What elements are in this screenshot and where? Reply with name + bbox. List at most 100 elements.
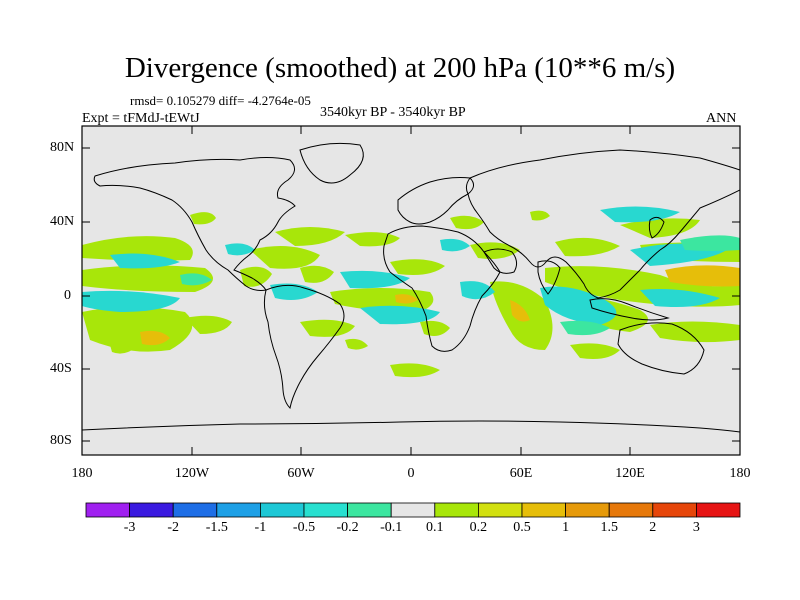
field-patch (555, 237, 620, 257)
field-patch (300, 265, 334, 283)
coastline-europe (397, 177, 474, 225)
field-patch (240, 266, 272, 287)
lon-label-60w: 60W (287, 466, 315, 481)
field-patch (640, 289, 720, 307)
colorbar-swatch (434, 502, 479, 518)
experiment-label: Expt = tFMdJ-tEWtJ (82, 111, 200, 126)
colorbar-tick-label: 1.5 (600, 520, 618, 535)
field-patch (540, 286, 617, 325)
field-patch (530, 210, 550, 221)
period-label: 3540kyr BP - 3540kyr BP (320, 105, 466, 120)
colorbar-tick-label: -3 (123, 520, 136, 535)
colorbar-tick-label: -2 (167, 520, 180, 535)
field-patch (440, 238, 470, 252)
field-patch (650, 321, 740, 343)
field-patch (250, 246, 320, 269)
field-patch (570, 343, 620, 359)
lat-label-80n: 80N (50, 140, 75, 155)
field-patch (470, 242, 520, 259)
field-patch (110, 343, 132, 354)
coastline-greenland (299, 142, 364, 184)
field-patch (185, 315, 232, 334)
field-patch (190, 212, 216, 225)
field-patch (620, 218, 700, 238)
colorbar-swatch (303, 502, 348, 518)
lon-label-0: 0 (407, 466, 415, 481)
field-patch (665, 265, 740, 287)
field-patch (300, 319, 355, 337)
divergence-field (82, 206, 740, 378)
field-patch (360, 305, 440, 325)
field-patch (510, 300, 530, 322)
colorbar-tick-label: -0.1 (380, 520, 403, 535)
lat-label-80s: 80S (50, 433, 72, 448)
lon-label-120w: 120W (174, 466, 210, 481)
field-patch (275, 227, 345, 246)
field-patch (340, 270, 410, 289)
colorbar-tick-label: 0.2 (469, 520, 488, 535)
coastlines (82, 142, 740, 433)
field-patch (110, 253, 180, 269)
coastline-india (537, 260, 561, 295)
field-patch (180, 273, 212, 286)
coastline-australia (617, 322, 705, 375)
colorbar-swatch (696, 502, 741, 518)
field-patch (390, 363, 440, 378)
colorbar-swatch (477, 502, 523, 518)
coastline-arabia (483, 248, 518, 274)
colorbar-swatch (608, 502, 654, 518)
lat-label-40s: 40S (50, 361, 72, 376)
field-patch (330, 288, 434, 312)
colorbar-swatch (652, 502, 697, 518)
lon-label-120e: 120E (615, 466, 645, 481)
field-patch (345, 232, 400, 247)
colorbar-tick-label: 0.5 (513, 520, 531, 535)
field-patch (395, 294, 418, 304)
colorbar-tick-label: -0.2 (336, 520, 359, 535)
lon-label-60e: 60E (509, 466, 533, 481)
coastline-antarctica (82, 420, 740, 433)
colorbar-tick-label: -1.5 (205, 520, 228, 535)
lon-ticks (81, 126, 741, 455)
colorbar-swatch (259, 502, 305, 518)
coastline-africa (383, 225, 501, 352)
colorbar-swatch (565, 502, 610, 518)
colorbar-tick-label: -1 (254, 520, 267, 535)
stats-text: rmsd= 0.105279 diff= -4.2764e-05 (130, 93, 311, 108)
colorbar-swatch (129, 502, 174, 518)
coastline-north-america (93, 157, 296, 291)
colorbar-swatch (216, 502, 261, 518)
field-patch (390, 259, 445, 275)
colorbar-tick-label: -0.5 (292, 520, 316, 535)
colorbar-tick-label: 3 (692, 520, 700, 535)
coastline-asia (465, 149, 740, 299)
field-patch (345, 338, 368, 350)
colorbar-swatch (347, 502, 392, 518)
field-patch (270, 283, 318, 300)
colorbar-tick-label: 1 (562, 520, 570, 535)
lat-label-0: 0 (64, 288, 71, 303)
colorbar-swatch (172, 502, 218, 518)
coastline-indonesia (589, 298, 670, 321)
field-patch (140, 330, 170, 346)
lat-label-40n: 40N (50, 214, 75, 229)
colorbar-tick-label: 0.1 (426, 520, 444, 535)
lon-label-180w: 180 (71, 466, 93, 481)
field-patch (450, 215, 484, 230)
field-patch (82, 236, 193, 261)
colorbar-swatch (390, 502, 436, 518)
field-patch (680, 235, 740, 251)
field-patch (82, 290, 180, 312)
lat-ticks (82, 147, 740, 442)
season-label: ANN (706, 111, 737, 126)
colorbar-swatch (521, 502, 566, 518)
lon-label-180e: 180 (729, 466, 751, 481)
colorbar (85, 502, 741, 518)
colorbar-tick-label: 2 (649, 520, 657, 535)
coastline-south-america (263, 284, 345, 410)
plot-title: Divergence (smoothed) at 200 hPa (10**6 … (124, 52, 676, 84)
field-patch (560, 320, 610, 336)
field-patch (225, 243, 255, 256)
colorbar-swatch (85, 502, 130, 518)
